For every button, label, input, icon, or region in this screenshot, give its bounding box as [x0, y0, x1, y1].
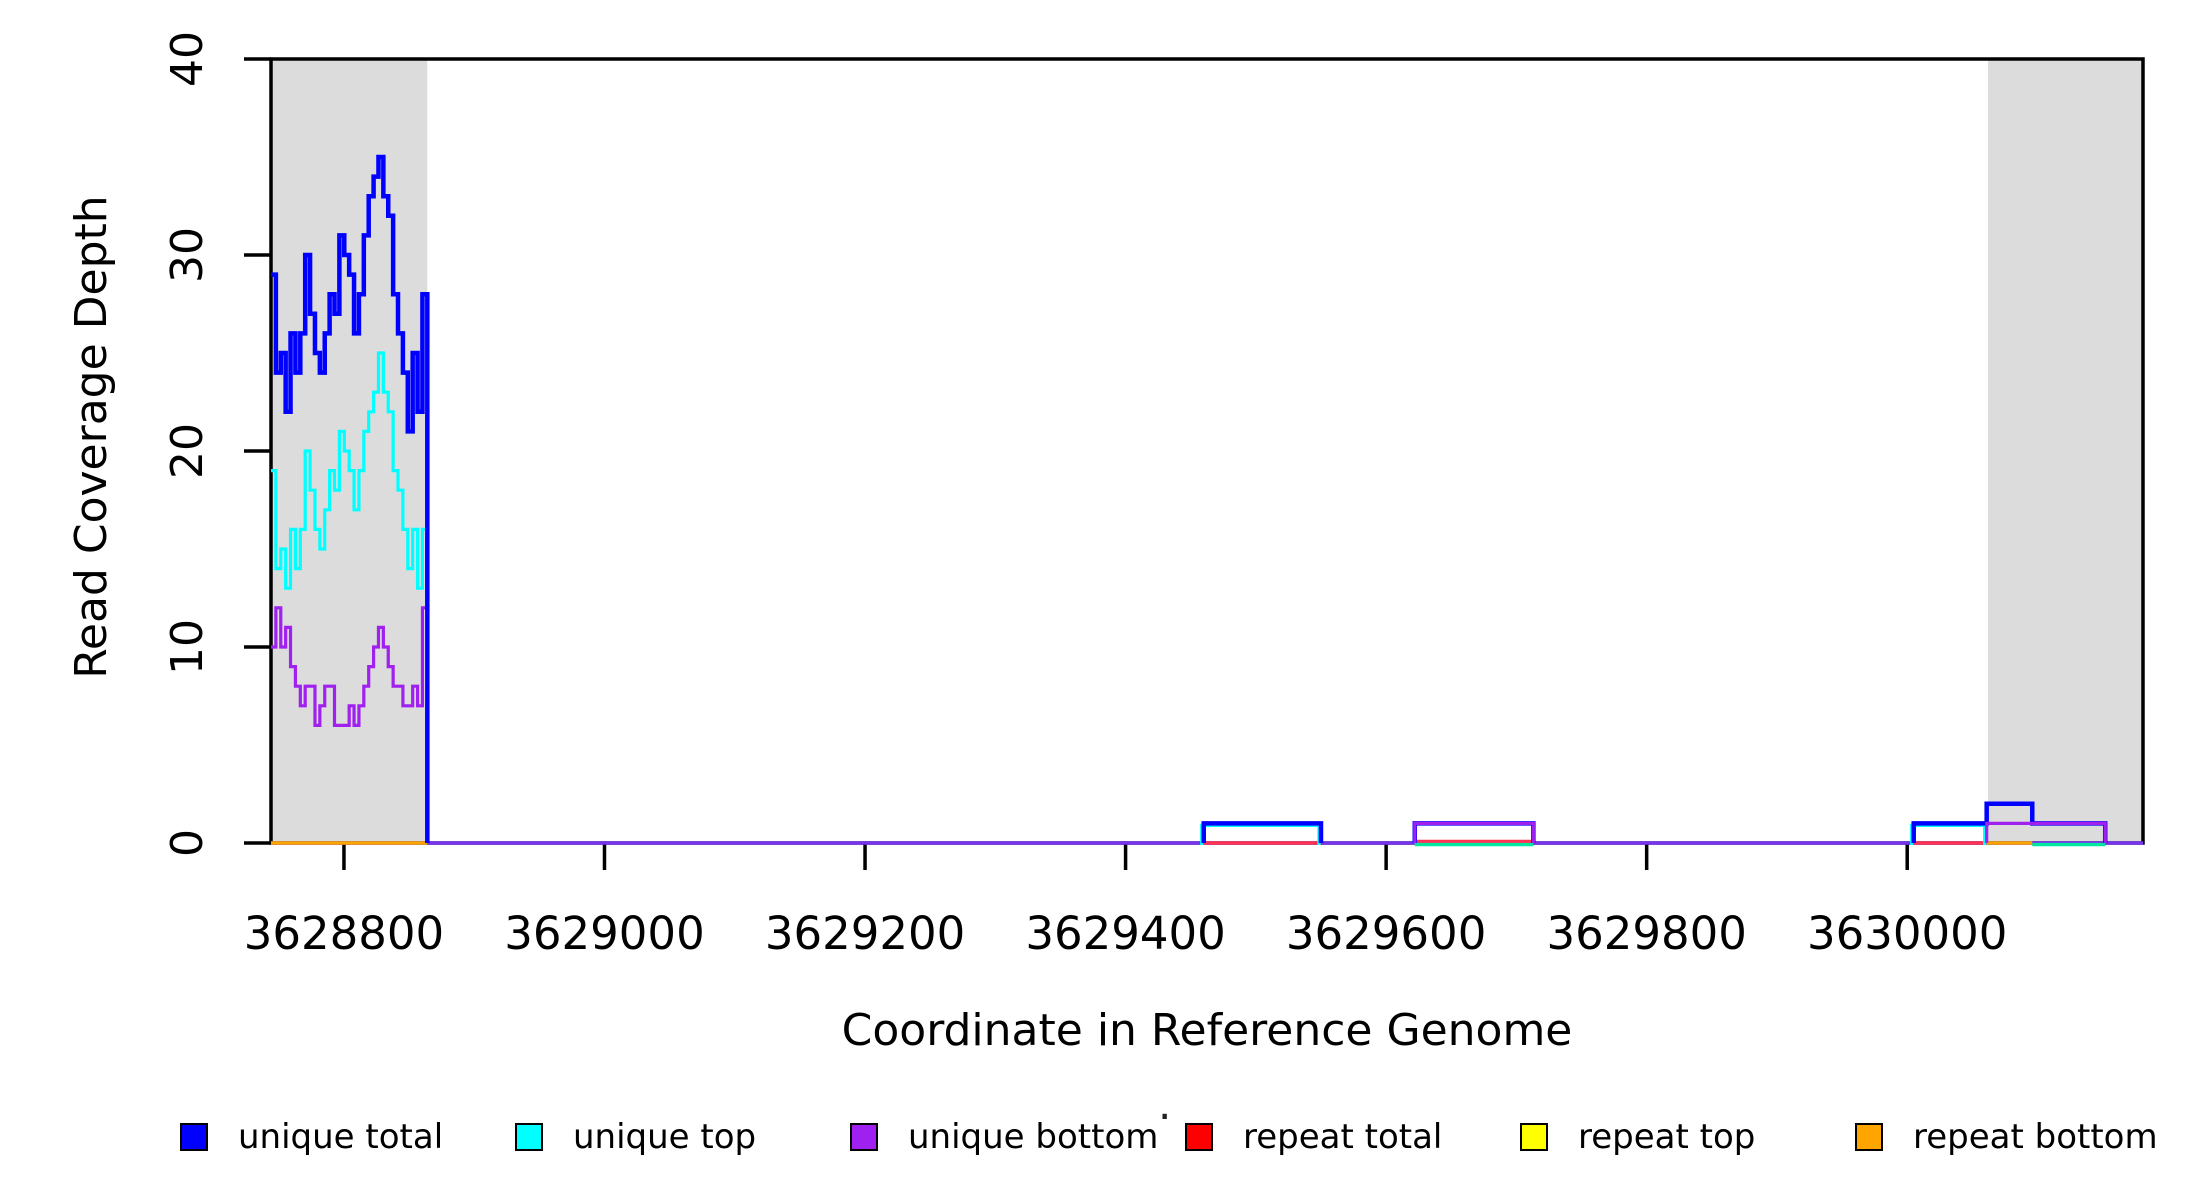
plot-frame: [269, 57, 2145, 845]
y-tick-label: 30: [162, 227, 213, 283]
y-axis-title: Read Coverage Depth: [66, 195, 117, 679]
y-tick-label: 10: [162, 619, 213, 675]
y-tick-label: 0: [162, 829, 213, 857]
x-tick-label: 3629600: [1286, 907, 1486, 960]
x-tick-label: 3630000: [1807, 907, 2007, 960]
series-unique-bottom: [271, 606, 429, 843]
y-tick-label: 20: [162, 423, 213, 479]
x-tick-label: 3628800: [244, 907, 444, 960]
x-axis-title: Coordinate in Reference Genome: [841, 1005, 1573, 1056]
series-unique-top: [271, 351, 429, 843]
x-tick-label: 3629800: [1546, 907, 1746, 960]
shaded-region: [1987, 59, 2143, 843]
feature-unique-total: [1201, 821, 1324, 843]
x-tick-label: 3629000: [504, 907, 704, 960]
feature-unique-bottom: [1413, 821, 1535, 843]
stray-dot-artifact: ·: [1158, 1092, 1172, 1141]
feature-unique-bottom: [1985, 821, 2107, 843]
series-unique-total: [271, 154, 430, 843]
x-tick-label: 3629200: [765, 907, 965, 960]
y-tick-label: 40: [162, 31, 213, 87]
x-tick-label: 3629400: [1025, 907, 1225, 960]
